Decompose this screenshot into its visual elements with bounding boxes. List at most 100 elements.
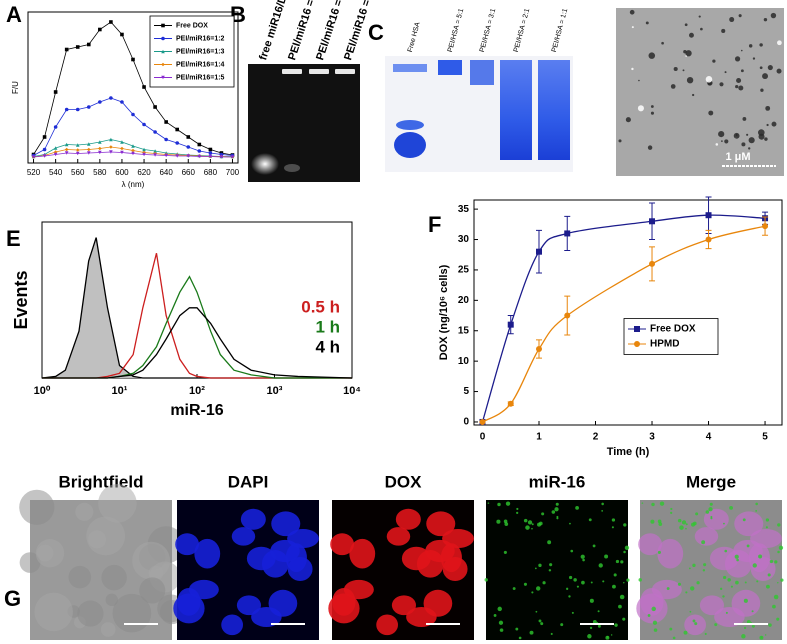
signal [724,549,728,553]
marker [649,218,656,225]
signal [606,636,609,638]
x-tick-label: 580 [93,168,107,177]
signal [610,634,613,636]
band [393,64,427,72]
marker [42,147,47,152]
particle [771,121,777,127]
signal [766,584,770,589]
band [396,120,424,130]
texture [101,564,127,591]
cell [221,614,244,636]
cell [651,579,682,600]
signal [597,610,600,613]
marker [197,142,202,147]
particle [763,17,768,22]
marker [53,125,58,129]
particle [762,73,768,80]
signal [570,549,574,553]
signal [503,519,508,524]
signal [620,560,624,564]
signal [696,581,700,585]
marker [762,223,769,230]
signal [743,598,748,603]
y-tick-label: 5 [463,386,469,397]
particle [734,56,741,62]
marker [64,47,69,52]
x-tick-label: 4 [706,432,712,443]
texture [98,484,137,523]
cell [330,533,354,556]
particle [682,69,685,72]
y-tick-label: 10 [458,356,470,367]
signal [626,578,630,582]
particle [733,132,740,139]
legend-label: PEI/miR16=1:3 [176,48,225,55]
marker [208,154,213,159]
signal [689,610,692,613]
particle [721,28,726,33]
particle [759,66,763,70]
marker [175,127,180,132]
particle [698,15,701,18]
signal [672,636,676,640]
x-tick-label: 10⁰ [34,385,51,397]
signal [589,626,593,630]
signal [690,586,695,591]
signal [741,634,746,639]
signal [505,501,511,506]
marker [164,120,168,124]
marker [208,147,213,152]
signal [650,519,655,524]
marker [64,107,69,112]
signal [541,512,545,516]
signal [722,595,725,598]
microscopy-row: Brightfield DAPI DOX miR-16 Merge [19,472,784,640]
particle [764,137,768,141]
particle [721,140,723,142]
cell [426,511,456,537]
x-tick-label: 540 [49,168,63,177]
marker [98,150,102,155]
signal [659,501,665,506]
marker [230,155,235,159]
signal [540,622,544,626]
particle [647,145,653,150]
marker [153,105,157,109]
marker [175,141,180,145]
particle [729,17,735,23]
particle [708,110,714,116]
cell [175,533,199,556]
particle [740,69,744,73]
gel-b [248,64,360,182]
marker [75,107,80,112]
particle [738,14,742,18]
marker [507,321,514,328]
lane-label: PEI/HSA = 1:1 [551,8,569,53]
signal [623,582,625,584]
marker [120,146,124,151]
cell [343,579,374,600]
signal [657,550,661,554]
legend-label: PEI/miR16=1:2 [176,35,225,42]
signal [523,518,528,523]
signal [484,578,488,582]
signal [683,630,688,635]
particle [686,76,694,84]
marker [131,57,135,62]
signal [755,502,758,506]
signal [618,604,622,609]
legend-marker [634,326,640,332]
legend-label: 4 h [315,337,340,356]
particle [765,105,771,111]
particle [637,105,644,112]
signal [598,563,603,568]
cell [714,607,745,627]
particle [748,44,753,48]
legend-marker [161,62,165,67]
particle [618,139,622,143]
signal [611,526,614,529]
marker [564,312,571,319]
x-axis-label: Time (h) [607,446,650,458]
signal [550,632,553,635]
